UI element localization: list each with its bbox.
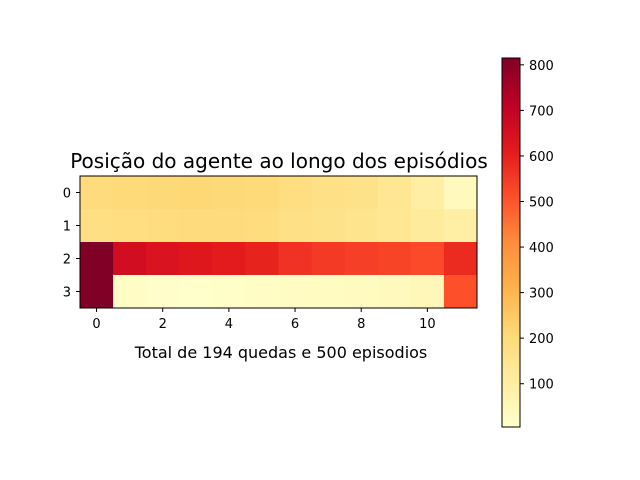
x-axis-ticks: 0 2 4 6 8 10	[92, 308, 436, 332]
colorbar-tick-label: 800	[529, 59, 554, 74]
heatmap-cell	[179, 176, 213, 210]
heatmap-cell	[410, 209, 445, 243]
heatmap-cell	[113, 242, 147, 276]
y-tick-label: 1	[63, 220, 71, 235]
heatmap-cell	[80, 242, 114, 276]
heatmap-cell	[311, 176, 346, 210]
heatmap-cell	[443, 176, 478, 210]
colorbar-tick-label: 300	[529, 287, 554, 302]
colorbar-tick-label: 600	[529, 150, 554, 165]
heatmap-cell	[179, 242, 213, 276]
heatmap-cell	[80, 176, 114, 210]
chart-title: Posição do agente ao longo dos episódios	[70, 149, 488, 173]
heatmap-cell	[410, 176, 445, 210]
heatmap-cell	[344, 209, 379, 243]
x-tick-label: 6	[291, 317, 299, 332]
heatmap-cell	[146, 275, 180, 309]
heatmap-cell	[212, 275, 246, 309]
colorbar-tick-label: 400	[529, 241, 554, 256]
y-tick-label: 2	[63, 253, 71, 268]
heatmap-cell	[113, 275, 147, 309]
colorbar-tick-label: 200	[529, 332, 554, 347]
heatmap-cell	[344, 242, 379, 276]
y-tick-label: 0	[63, 187, 71, 202]
x-tick-label: 8	[357, 317, 365, 332]
heatmap-cell	[311, 242, 346, 276]
colorbar-tick-label: 100	[529, 378, 554, 393]
heatmap-cell	[146, 209, 180, 243]
x-tick-label: 10	[419, 317, 436, 332]
heatmap-cell	[311, 275, 346, 309]
heatmap-cell	[311, 209, 346, 243]
heatmap-cell	[212, 242, 246, 276]
heatmap-cell	[377, 242, 412, 276]
heatmap-cell	[377, 209, 412, 243]
heatmap-cell	[146, 176, 180, 210]
colorbar-tick-label: 500	[529, 196, 554, 211]
x-tick-label: 4	[225, 317, 233, 332]
heatmap-cell	[146, 242, 180, 276]
heatmap-cell	[278, 209, 313, 243]
heatmap-frame	[79, 175, 478, 309]
heatmap-cell	[245, 275, 279, 309]
heatmap-cell	[113, 176, 147, 210]
heatmap-cell	[278, 242, 313, 276]
heatmap-cell	[410, 242, 445, 276]
colorbar-ticks: 100 200 300 400 500 600 700 800	[520, 59, 554, 393]
heatmap-cell	[410, 275, 445, 309]
heatmap-cell	[344, 176, 379, 210]
heatmap-cell	[245, 209, 279, 243]
heatmap-cell	[179, 209, 213, 243]
heatmap-cell	[443, 275, 478, 309]
x-axis-label: Total de 194 quedas e 500 episodios	[134, 343, 428, 362]
colorbar-tick-label: 700	[529, 104, 554, 119]
heatmap-cell	[212, 209, 246, 243]
heatmap-cell	[278, 275, 313, 309]
heatmap-cell	[80, 275, 114, 309]
x-tick-label: 0	[92, 317, 100, 332]
colorbar	[501, 57, 521, 428]
heatmap-cell	[179, 275, 213, 309]
y-axis-ticks: 0 1 2 3	[63, 187, 80, 301]
heatmap-cell	[278, 176, 313, 210]
heatmap-cell	[377, 275, 412, 309]
y-tick-label: 3	[63, 286, 71, 301]
heatmap-cell	[80, 209, 114, 243]
heatmap-cell	[212, 176, 246, 210]
heatmap-cell	[113, 209, 147, 243]
x-tick-label: 2	[159, 317, 167, 332]
heatmap-cell	[377, 176, 412, 210]
heatmap-cell	[245, 242, 279, 276]
heatmap-cell	[443, 242, 478, 276]
heatmap-cell	[245, 176, 279, 210]
heatmap-grid	[80, 176, 478, 309]
heatmap-cell	[443, 209, 478, 243]
heatmap-cell	[344, 275, 379, 309]
